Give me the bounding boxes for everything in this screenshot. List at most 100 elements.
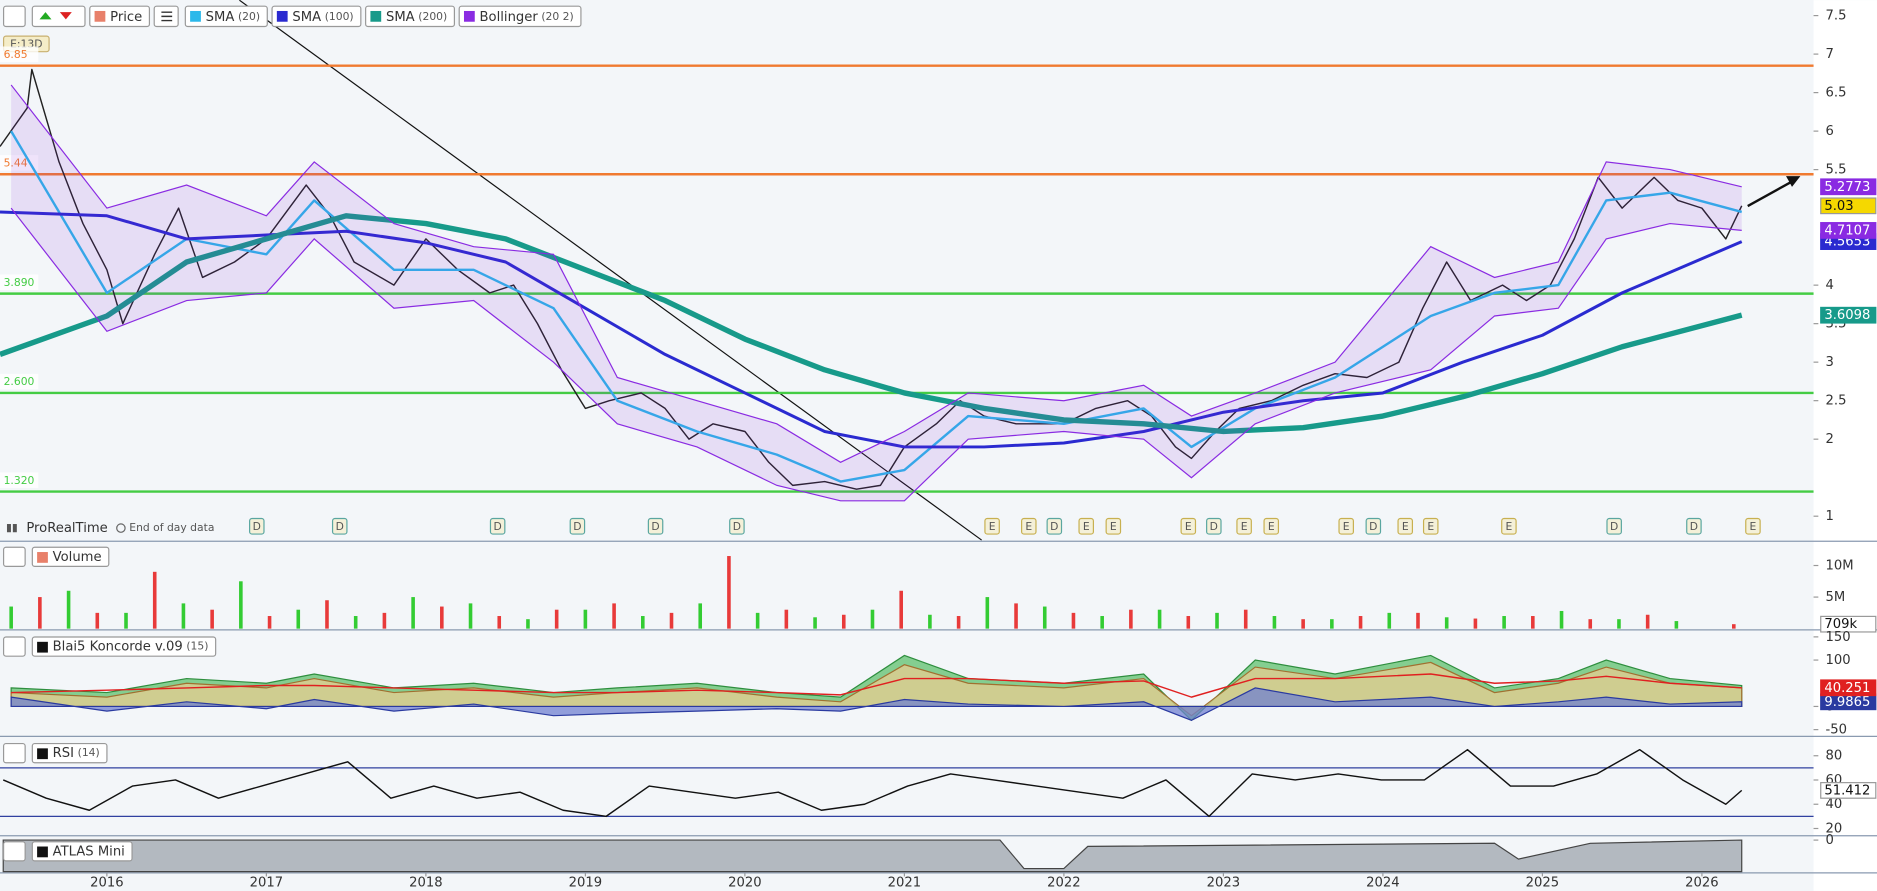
panel-icon[interactable] — [2, 841, 26, 862]
value-tag-label: 40.251 — [1824, 681, 1870, 696]
status-dot — [116, 523, 126, 533]
panel-icon[interactable] — [2, 636, 26, 657]
level-label: 5.44 — [4, 156, 28, 169]
event-badge[interactable] — [249, 517, 265, 535]
x-tick-label: 2018 — [409, 875, 442, 890]
volume-bar — [928, 614, 932, 629]
volume-bar — [899, 590, 903, 629]
level-label: 6.85 — [4, 48, 28, 61]
event-label: D — [494, 520, 502, 533]
x-tick-label: 2022 — [1047, 875, 1080, 890]
y-tick-label: 4 — [1826, 278, 1834, 293]
volume-bar — [1531, 616, 1535, 629]
legend-name: SMA — [386, 10, 415, 25]
event-badge[interactable] — [1180, 517, 1197, 535]
legend-params: (20 2) — [541, 10, 573, 23]
event-badge[interactable] — [1263, 517, 1280, 535]
event-badge[interactable] — [1078, 517, 1095, 535]
volume-bar — [1042, 606, 1047, 629]
arrow-line[interactable] — [1747, 181, 1792, 208]
event-badge[interactable] — [489, 517, 506, 535]
volume-bar — [1100, 616, 1104, 629]
value-tag-label: 4.7107 — [1824, 223, 1870, 238]
value-tag-label: 709k — [1824, 617, 1857, 632]
trend-line[interactable] — [239, 0, 982, 541]
event-label: E — [1402, 520, 1409, 533]
volume-bar — [1444, 617, 1449, 629]
y-tick-label: 1 — [1826, 509, 1834, 524]
legend-item[interactable] — [365, 5, 456, 28]
value-tag — [1820, 178, 1877, 196]
event-badge[interactable] — [1338, 517, 1354, 535]
volume-bar — [353, 616, 358, 629]
volume-bar — [1129, 609, 1133, 629]
event-badge[interactable] — [1236, 517, 1252, 535]
y-tick-label: 80 — [1826, 749, 1843, 764]
volume-bar — [1358, 616, 1363, 629]
legend-params: (200) — [418, 10, 447, 23]
volume-bar — [669, 612, 674, 629]
event-badge[interactable] — [1397, 517, 1414, 535]
panel-icon[interactable] — [2, 5, 26, 28]
panel-icon[interactable] — [2, 546, 26, 568]
event-label: D — [1050, 520, 1058, 533]
volume-bar — [698, 603, 703, 629]
event-label: E — [1083, 520, 1090, 533]
x-tick-label: 2021 — [888, 875, 921, 890]
volume-bar — [1674, 621, 1679, 629]
volume-bar — [210, 609, 214, 629]
legend-item[interactable] — [271, 5, 362, 28]
panel-title-box[interactable] — [31, 742, 108, 764]
event-badge[interactable] — [1686, 517, 1702, 535]
event-badge[interactable] — [984, 517, 1000, 535]
event-badge[interactable] — [1501, 517, 1517, 535]
event-badge[interactable] — [729, 517, 745, 535]
panel-title-box[interactable] — [31, 636, 217, 657]
panel-swatch — [37, 748, 48, 760]
legend-item[interactable] — [458, 5, 582, 28]
level-label-box — [0, 373, 39, 390]
event-badge[interactable] — [1365, 517, 1382, 535]
panel-params: (15) — [186, 640, 208, 653]
event-label: E — [1268, 520, 1275, 533]
panel-title: Blai5 Koncorde v.09 — [53, 640, 183, 655]
event-label: D — [733, 520, 741, 533]
event-badge[interactable] — [1206, 517, 1222, 535]
bollinger-band — [11, 84, 1742, 501]
event-badge[interactable] — [1105, 517, 1122, 535]
y-tick-label: 7 — [1826, 47, 1834, 62]
line — [10, 130, 1743, 483]
y-tick-label: 150 — [1826, 630, 1851, 645]
event-badge[interactable] — [1745, 517, 1761, 535]
panel-icon[interactable] — [2, 742, 26, 764]
event-label: E — [1025, 520, 1032, 533]
volume-bar — [95, 612, 100, 629]
event-label: D — [1210, 520, 1218, 533]
x-tick-label: 2016 — [90, 875, 123, 890]
footer: ▮▮ ProRealTime End of day data — [6, 521, 214, 536]
sort-buttons[interactable] — [31, 5, 86, 28]
line — [11, 673, 1742, 698]
x-tick-label: 2024 — [1366, 875, 1399, 890]
y-tick-label: 7.5 — [1826, 9, 1847, 24]
legend-name: SMA — [206, 10, 235, 25]
event-badge[interactable] — [1606, 517, 1622, 535]
plot: 2016 2017 2018 2019 2020 2021 2022 2023 2024 2025… — [0, 5, 1877, 890]
legend-swatch — [94, 10, 106, 22]
event-badge[interactable] — [1422, 517, 1439, 535]
event-badge[interactable] — [569, 517, 586, 535]
panel-title-box[interactable] — [31, 841, 133, 862]
event-badge[interactable] — [331, 517, 348, 535]
event-badge[interactable] — [1046, 517, 1063, 535]
panel-title-box[interactable] — [31, 546, 110, 568]
event-badge[interactable] — [1021, 517, 1037, 535]
legend-item[interactable] — [184, 5, 268, 28]
volume-bar — [239, 581, 243, 629]
line — [2, 748, 1743, 818]
x-tick-label: 2025 — [1526, 875, 1559, 890]
event-badge[interactable] — [647, 517, 664, 535]
volume-bar — [1186, 616, 1191, 629]
volume-bar — [727, 556, 731, 629]
area — [2, 839, 1743, 873]
